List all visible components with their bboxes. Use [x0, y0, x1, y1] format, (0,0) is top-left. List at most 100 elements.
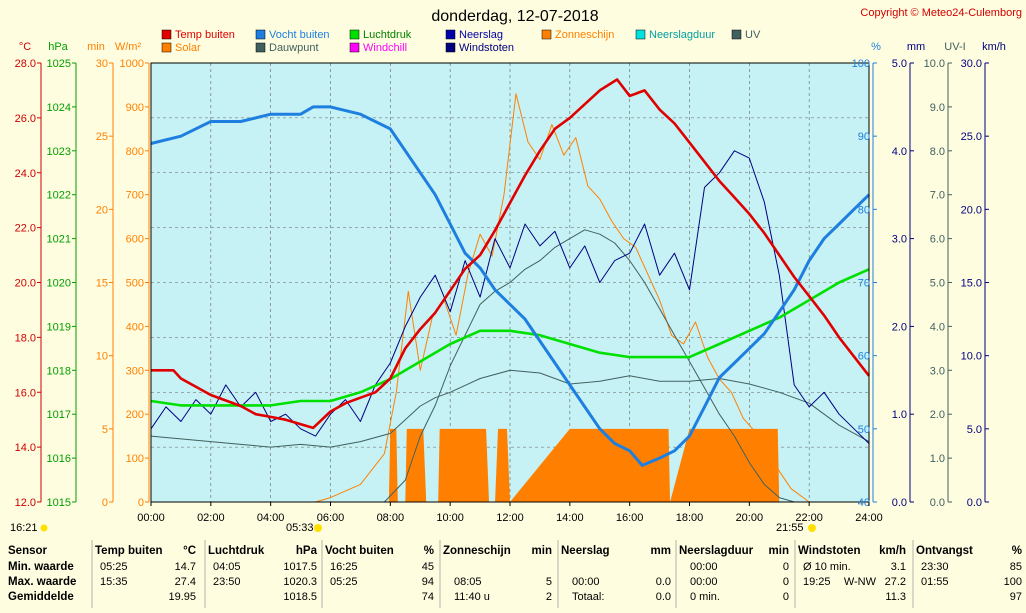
stats-header-zon: Zonneschijn — [443, 545, 511, 557]
x-axis: 00:00 02:00 04:00 06:00 08:00 10:00 12:00 14:00… — [137, 502, 883, 524]
axis-tick-label: 7.0 — [930, 190, 945, 202]
legend-swatch — [255, 42, 266, 53]
axes: 28.0 26.0 24.0 22.0 20.0 18.0 16.0 14.0 12.0 °C 10… — [15, 41, 1006, 524]
x-tick-label: 12:00 — [496, 512, 524, 524]
stats-value: 0 — [783, 591, 789, 603]
axis-tick-label: 400 — [126, 321, 144, 333]
axis-tick-label: 0 — [102, 497, 108, 509]
stats-time: 00:00 — [690, 561, 718, 573]
axis-tick-label: 700 — [126, 190, 144, 202]
legend-label: Dauwpunt — [269, 42, 319, 54]
axis-tick-label: 1018 — [47, 365, 71, 377]
stats-header-druk: Luchtdruk — [208, 545, 265, 557]
stats-value: 14.7 — [175, 561, 196, 573]
axis-tick-label: 20.0 — [961, 204, 982, 216]
stats-unit-wind: km/h — [879, 545, 906, 557]
axis-tick-label: 5.0 — [967, 424, 982, 436]
axis-tick-label: 40 — [858, 497, 870, 509]
sunrise-time: 05:33 — [286, 522, 314, 534]
stats-wind-direction: W-NW — [844, 576, 877, 588]
stats-row-label: Min. waarde — [8, 561, 74, 573]
axis-unit: mm — [907, 41, 925, 53]
axis-tick-label: 0.0 — [892, 497, 907, 509]
legend-label: Windstoten — [459, 42, 514, 54]
axis-tick-label: 14.0 — [15, 442, 36, 454]
hpa-axis: 1025 1024 1023 1022 1021 1020 1019 1018 1017 1016… — [47, 41, 77, 509]
x-tick-label: 20:00 — [736, 512, 764, 524]
axis-tick-label: 600 — [126, 234, 144, 246]
mm-axis: 5.0 4.0 3.0 2.0 1.0 0.0 mm — [892, 41, 925, 509]
legend-item: Neerslagduur — [635, 29, 715, 41]
stats-value: 27.2 — [885, 576, 906, 588]
stats-time: 01:55 — [921, 576, 949, 588]
stats-value: 19.95 — [168, 591, 196, 603]
stats-time: 05:25 — [100, 561, 128, 573]
stats-value: 97 — [1010, 591, 1022, 603]
stats-value: 94 — [422, 576, 434, 588]
axis-tick-label: 200 — [126, 409, 144, 421]
axis-tick-label: 500 — [126, 278, 144, 290]
legend-item: Solar — [161, 42, 201, 54]
stats-header-ontv: Ontvangst — [916, 545, 973, 557]
legend-item: Dauwpunt — [255, 42, 319, 54]
stats-table: Sensor Temp buiten °C Luchtdruk hPa Vocht bui… — [8, 540, 1022, 608]
axis-tick-label: 25.0 — [961, 131, 982, 143]
legend-label: Temp buiten — [175, 29, 235, 41]
axis-tick-label: 0.0 — [967, 497, 982, 509]
stats-unit-temp: °C — [183, 545, 196, 557]
legend-label: Luchtdruk — [363, 29, 412, 41]
legend-swatch — [161, 29, 172, 40]
stats-panel: Sensor Temp buiten °C Luchtdruk hPa Vocht bui… — [0, 540, 1026, 608]
stats-time: 00:00 — [690, 576, 718, 588]
stats-row-label: Max. waarde — [8, 576, 76, 588]
axis-tick-label: 1023 — [47, 146, 71, 158]
stats-value: 1020.3 — [283, 576, 317, 588]
axis-unit: UV-I — [944, 41, 965, 53]
axis-tick-label: 22.0 — [15, 223, 36, 235]
legend-label: Zonneschijn — [555, 29, 614, 41]
axis-tick-label: 100 — [852, 58, 870, 70]
legend-label: Neerslag — [459, 29, 503, 41]
x-tick-label: 10:00 — [436, 512, 464, 524]
legend-item: Luchtdruk — [349, 29, 412, 41]
x-tick-label: 16:00 — [616, 512, 644, 524]
stats-value: 3.1 — [891, 561, 906, 573]
stats-value: 5 — [546, 576, 552, 588]
legend-item: Windchill — [349, 42, 407, 54]
axis-tick-label: 8.0 — [930, 146, 945, 158]
axis-tick-label: 20.0 — [15, 278, 36, 290]
stats-time: 08:05 — [454, 576, 482, 588]
axis-tick-label: 2.0 — [892, 321, 907, 333]
axis-tick-label: 1021 — [47, 234, 71, 246]
axis-tick-label: 15.0 — [961, 278, 982, 290]
copyright-text[interactable]: Copyright © Meteo24-Culemborg — [860, 7, 1022, 19]
stats-time: 16:25 — [330, 561, 358, 573]
legend-label: Solar — [175, 42, 201, 54]
sunset-time: 21:55 — [776, 522, 804, 534]
stats-header-sensor: Sensor — [8, 545, 48, 557]
axis-tick-label: 25 — [96, 131, 108, 143]
axis-tick-label: 1016 — [47, 453, 71, 465]
x-tick-label: 06:00 — [317, 512, 345, 524]
axis-tick-label: 1020 — [47, 278, 71, 290]
axis-tick-label: 12.0 — [15, 497, 36, 509]
axis-unit: % — [871, 41, 881, 53]
axis-tick-label: 6.0 — [930, 234, 945, 246]
axis-tick-label: 0 — [138, 497, 144, 509]
axis-tick-label: 0.0 — [930, 497, 945, 509]
legend-item: Windstoten — [445, 42, 514, 54]
x-tick-label: 24:00 — [855, 512, 883, 524]
stats-header-vocht: Vocht buiten — [325, 545, 394, 557]
axis-tick-label: 3.0 — [930, 365, 945, 377]
stats-unit-neerduur: min — [769, 545, 789, 557]
stats-header-temp: Temp buiten — [95, 545, 163, 557]
legend-item: Neerslag — [445, 29, 503, 41]
stats-time: 04:05 — [213, 561, 241, 573]
stats-unit-zon: min — [532, 545, 552, 557]
grid — [151, 63, 869, 502]
axis-tick-label: 10 — [96, 351, 108, 363]
axis-tick-label: 1019 — [47, 321, 71, 333]
axis-tick-label: 24.0 — [15, 168, 36, 180]
stats-time: 05:25 — [330, 576, 358, 588]
